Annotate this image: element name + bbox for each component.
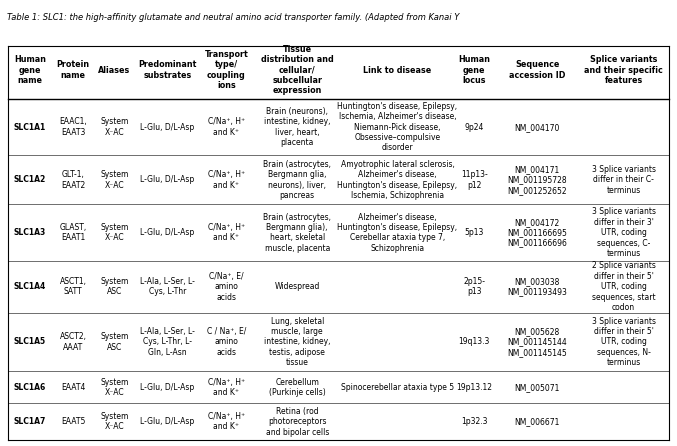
Text: C/Na⁺, H⁺
and K⁺: C/Na⁺, H⁺ and K⁺ bbox=[208, 117, 245, 137]
Text: 3 Splice variants
differ in their 3'
UTR, coding
sequences, C-
terminus: 3 Splice variants differ in their 3' UTR… bbox=[592, 207, 655, 258]
Text: 3 Splice variants
differ in their 5'
UTR, coding
sequences, N-
terminus: 3 Splice variants differ in their 5' UTR… bbox=[592, 317, 655, 367]
Text: NM_004172
NM_001166695
NM_001166696: NM_004172 NM_001166695 NM_001166696 bbox=[507, 218, 567, 248]
Text: Lung, skeletal
muscle, large
intestine, kidney,
testis, adipose
tissue: Lung, skeletal muscle, large intestine, … bbox=[264, 317, 330, 367]
Text: Widespread: Widespread bbox=[274, 282, 320, 291]
Text: L-Ala, L-Ser, L-
Cys, L-Thr: L-Ala, L-Ser, L- Cys, L-Thr bbox=[140, 277, 195, 297]
Text: System
X⁻AC: System X⁻AC bbox=[100, 170, 129, 190]
Text: 19q13.3: 19q13.3 bbox=[458, 338, 490, 347]
Text: 3 Splice variants
differ in their C-
terminus: 3 Splice variants differ in their C- ter… bbox=[592, 165, 655, 195]
Text: Brain (astrocytes,
Bergmann glia,
neurons), liver,
pancreas: Brain (astrocytes, Bergmann glia, neuron… bbox=[263, 160, 331, 200]
Text: EAAT4: EAAT4 bbox=[61, 383, 85, 392]
Text: Brain (astrocytes,
Bergmann glia),
heart, skeletal
muscle, placenta: Brain (astrocytes, Bergmann glia), heart… bbox=[263, 213, 331, 253]
Text: System
X⁻AC: System X⁻AC bbox=[100, 378, 129, 397]
Text: L-Glu, D/L-Asp: L-Glu, D/L-Asp bbox=[140, 123, 194, 132]
Text: EAAC1,
EAAT3: EAAC1, EAAT3 bbox=[59, 117, 87, 137]
Text: GLAST,
EAAT1: GLAST, EAAT1 bbox=[60, 223, 87, 243]
Text: C/Na⁺, H⁺
and K⁺: C/Na⁺, H⁺ and K⁺ bbox=[208, 378, 245, 397]
Text: Predominant
substrates: Predominant substrates bbox=[138, 60, 196, 80]
Text: C / Na⁺, E/
amino
acids: C / Na⁺, E/ amino acids bbox=[206, 327, 246, 357]
Text: Human
gene
name: Human gene name bbox=[14, 55, 46, 85]
Text: SLC1A4: SLC1A4 bbox=[14, 282, 46, 291]
Text: System
X⁻AC: System X⁻AC bbox=[100, 223, 129, 243]
Text: 5p13: 5p13 bbox=[464, 228, 484, 237]
Text: L-Glu, D/L-Asp: L-Glu, D/L-Asp bbox=[140, 228, 194, 237]
Text: Transport
type/
coupling
ions: Transport type/ coupling ions bbox=[204, 50, 248, 90]
Text: Amyotrophic lateral sclerosis,
Alzheimer's disease,
Huntington's disease, Epilep: Amyotrophic lateral sclerosis, Alzheimer… bbox=[337, 160, 458, 200]
Text: Aliases: Aliases bbox=[98, 66, 131, 74]
Text: 11p13-
p12: 11p13- p12 bbox=[461, 170, 487, 190]
Text: GLT-1,
EAAT2: GLT-1, EAAT2 bbox=[61, 170, 85, 190]
Text: System
ASC: System ASC bbox=[100, 332, 129, 351]
Text: System
X⁻AC: System X⁻AC bbox=[100, 117, 129, 137]
Text: 19p13.12: 19p13.12 bbox=[456, 383, 492, 392]
Text: L-Glu, D/L-Asp: L-Glu, D/L-Asp bbox=[140, 175, 194, 185]
Text: 2p15-
p13: 2p15- p13 bbox=[463, 277, 485, 297]
Text: Link to disease: Link to disease bbox=[364, 66, 432, 74]
Text: C/Na⁺, H⁺
and K⁺: C/Na⁺, H⁺ and K⁺ bbox=[208, 223, 245, 243]
Text: Protein
name: Protein name bbox=[56, 60, 89, 80]
Text: SLC1A5: SLC1A5 bbox=[14, 338, 46, 347]
Text: C/Na⁺, H⁺
and K⁺: C/Na⁺, H⁺ and K⁺ bbox=[208, 412, 245, 431]
Text: NM_005628
NM_001145144
NM_001145145: NM_005628 NM_001145144 NM_001145145 bbox=[507, 327, 567, 357]
Text: Sequence
accession ID: Sequence accession ID bbox=[509, 60, 565, 80]
Text: L-Glu, D/L-Asp: L-Glu, D/L-Asp bbox=[140, 417, 194, 426]
Text: NM_005071: NM_005071 bbox=[515, 383, 560, 392]
Text: SLC1A3: SLC1A3 bbox=[14, 228, 46, 237]
Text: Spinocerebellar ataxia type 5: Spinocerebellar ataxia type 5 bbox=[341, 383, 454, 392]
Text: SLC1A2: SLC1A2 bbox=[14, 175, 46, 185]
Text: 1p32.3: 1p32.3 bbox=[461, 417, 487, 426]
Text: L-Ala, L-Ser, L-
Cys, L-Thr, L-
Gln, L-Asn: L-Ala, L-Ser, L- Cys, L-Thr, L- Gln, L-A… bbox=[140, 327, 195, 357]
Text: 9p24: 9p24 bbox=[464, 123, 484, 132]
Text: NM_004170: NM_004170 bbox=[515, 123, 560, 132]
Text: Huntington's disease, Epilepsy,
Ischemia, Alzheimer's disease,
Niemann-Pick dise: Huntington's disease, Epilepsy, Ischemia… bbox=[337, 102, 458, 153]
Text: C/Na⁺, H⁺
and K⁺: C/Na⁺, H⁺ and K⁺ bbox=[208, 170, 245, 190]
Text: System
ASC: System ASC bbox=[100, 277, 129, 297]
Text: Brain (neurons),
intestine, kidney,
liver, heart,
placenta: Brain (neurons), intestine, kidney, live… bbox=[264, 107, 330, 147]
Text: C/Na⁺, E/
amino
acids: C/Na⁺, E/ amino acids bbox=[209, 272, 244, 301]
Text: Human
gene
locus: Human gene locus bbox=[458, 55, 490, 85]
Text: SLC1A1: SLC1A1 bbox=[14, 123, 46, 132]
Text: ASCT1,
SATT: ASCT1, SATT bbox=[60, 277, 87, 297]
Text: SLC1A7: SLC1A7 bbox=[14, 417, 46, 426]
Text: SLC1A6: SLC1A6 bbox=[14, 383, 46, 392]
Text: Cerebellum
(Purkinje cells): Cerebellum (Purkinje cells) bbox=[269, 378, 326, 397]
Text: 2 Splice variants
differ in their 5'
UTR, coding
sequences, start
codon: 2 Splice variants differ in their 5' UTR… bbox=[592, 261, 655, 312]
Text: Retina (rod
photoreceptors
and bipolar cells: Retina (rod photoreceptors and bipolar c… bbox=[265, 407, 329, 437]
Text: NM_004171
NM_001195728
NM_001252652: NM_004171 NM_001195728 NM_001252652 bbox=[507, 165, 567, 195]
Text: L-Glu, D/L-Asp: L-Glu, D/L-Asp bbox=[140, 383, 194, 392]
Text: Alzheimer's disease,
Huntington's disease, Epilepsy,
Cerebellar ataxia type 7,
S: Alzheimer's disease, Huntington's diseas… bbox=[337, 213, 458, 253]
Text: Tissue
distribution and
cellular/
subcellular
expression: Tissue distribution and cellular/ subcel… bbox=[261, 45, 334, 95]
Text: NM_003038
NM_001193493: NM_003038 NM_001193493 bbox=[507, 277, 567, 297]
Text: EAAT5: EAAT5 bbox=[61, 417, 85, 426]
Text: System
X⁻AC: System X⁻AC bbox=[100, 412, 129, 431]
Text: Table 1: SLC1: the high-affinity glutamate and neutral amino acid transporter fa: Table 1: SLC1: the high-affinity glutama… bbox=[7, 13, 459, 22]
Text: Splice variants
and their specific
features: Splice variants and their specific featu… bbox=[584, 55, 663, 85]
Text: ASCT2,
AAAT: ASCT2, AAAT bbox=[60, 332, 87, 351]
Text: NM_006671: NM_006671 bbox=[515, 417, 560, 426]
